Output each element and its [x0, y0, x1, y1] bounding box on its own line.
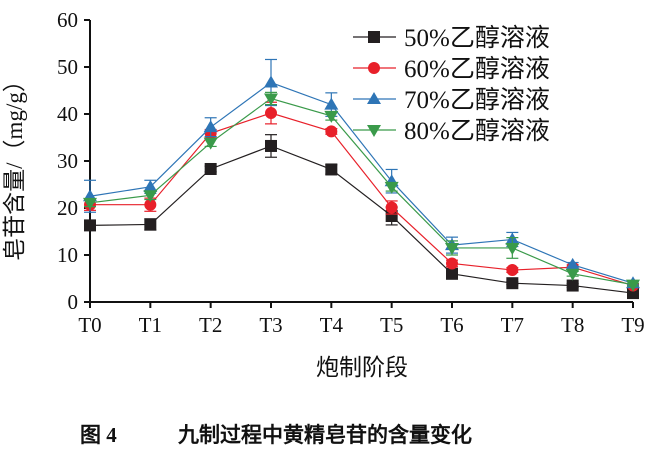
y-axis-label: 皂苷含量/（mg/g） [2, 69, 27, 261]
x-tick-label: T6 [440, 313, 463, 337]
marker-triangle-down [626, 279, 640, 292]
figure-number: 图 4 [80, 423, 117, 447]
series-line [89, 81, 634, 284]
marker-triangle-down [143, 190, 158, 203]
marker-triangle-up [324, 97, 339, 110]
marker-triangle-down [83, 197, 97, 210]
marker-square [204, 162, 217, 175]
x-tick-label: T4 [320, 313, 344, 337]
axes: 0 10 20 30 40 50 60 T0 T1 T2 T3 T4 T5 T6 T7 T8 T9 [57, 8, 645, 337]
y-tick-label: 40 [57, 102, 78, 126]
legend-item: 70%乙醇溶液 [353, 86, 550, 114]
marker-square [325, 163, 338, 176]
y-tick-label: 50 [57, 55, 78, 79]
marker-square [446, 267, 458, 280]
x-tick-label: T0 [78, 313, 101, 337]
x-tick-label: T9 [621, 313, 644, 337]
marker-triangle-up [143, 179, 158, 192]
series-line [90, 112, 634, 287]
legend-item: 50%乙醇溶液 [353, 24, 550, 52]
marker-triangle-up [565, 257, 580, 270]
legend-label: 80%乙醇溶液 [404, 117, 550, 145]
y-tick-label: 60 [57, 8, 78, 32]
x-axis-label: 炮制阶段 [316, 355, 408, 380]
marker-triangle-up [367, 92, 381, 104]
marker-triangle-down [264, 93, 278, 106]
marker-square [144, 218, 157, 231]
marker-circle [506, 264, 519, 277]
marker-square [566, 279, 579, 292]
marker-triangle-down [565, 268, 580, 281]
marker-triangle-up [203, 120, 218, 133]
marker-square [506, 277, 519, 290]
legend-label: 70%乙醇溶液 [404, 86, 550, 114]
legend-item: 60%乙醇溶液 [353, 55, 550, 83]
series-4 [83, 91, 640, 292]
legend-label: 60%乙醇溶液 [404, 55, 550, 83]
y-tick-label: 30 [57, 149, 78, 173]
marker-circle [385, 201, 398, 214]
marker-circle [325, 125, 338, 138]
x-tick-label: T1 [139, 313, 162, 337]
legend-label: 50%乙醇溶液 [404, 24, 550, 52]
marker-circle [368, 62, 380, 74]
marker-triangle-up [264, 75, 278, 88]
marker-triangle-down [203, 137, 218, 150]
marker-triangle-down [505, 242, 520, 255]
marker-triangle-down [384, 181, 399, 194]
figure-caption: 九制过程中黄精皂苷的含量变化 [177, 423, 472, 447]
marker-square [368, 31, 380, 43]
y-tick-label: 0 [68, 290, 79, 314]
marker-triangle-down [445, 242, 459, 255]
y-tick-label: 10 [57, 243, 78, 267]
series-line [89, 145, 634, 294]
marker-circle [144, 198, 157, 211]
series-line [89, 97, 634, 286]
legend: 50%乙醇溶液 60%乙醇溶液 70%乙醇溶液 80%乙醇溶液 [353, 24, 550, 145]
x-tick-label: T5 [380, 313, 403, 337]
legend-item: 80%乙醇溶液 [353, 117, 550, 145]
marker-square [265, 139, 277, 152]
series-3 [83, 58, 640, 289]
marker-circle [446, 257, 458, 270]
x-tick-label: T3 [259, 313, 282, 337]
marker-triangle-down [367, 125, 381, 137]
marker-square [385, 209, 398, 222]
marker-circle [265, 107, 277, 120]
y-tick-label: 20 [57, 196, 78, 220]
marker-triangle-down [324, 110, 339, 123]
series-1 [84, 134, 639, 300]
x-tick-label: T2 [199, 313, 222, 337]
marker-square [84, 219, 96, 232]
x-tick-label: T7 [501, 313, 524, 337]
x-tick-label: T8 [561, 313, 584, 337]
series-group [83, 58, 640, 300]
series-2 [84, 101, 639, 292]
